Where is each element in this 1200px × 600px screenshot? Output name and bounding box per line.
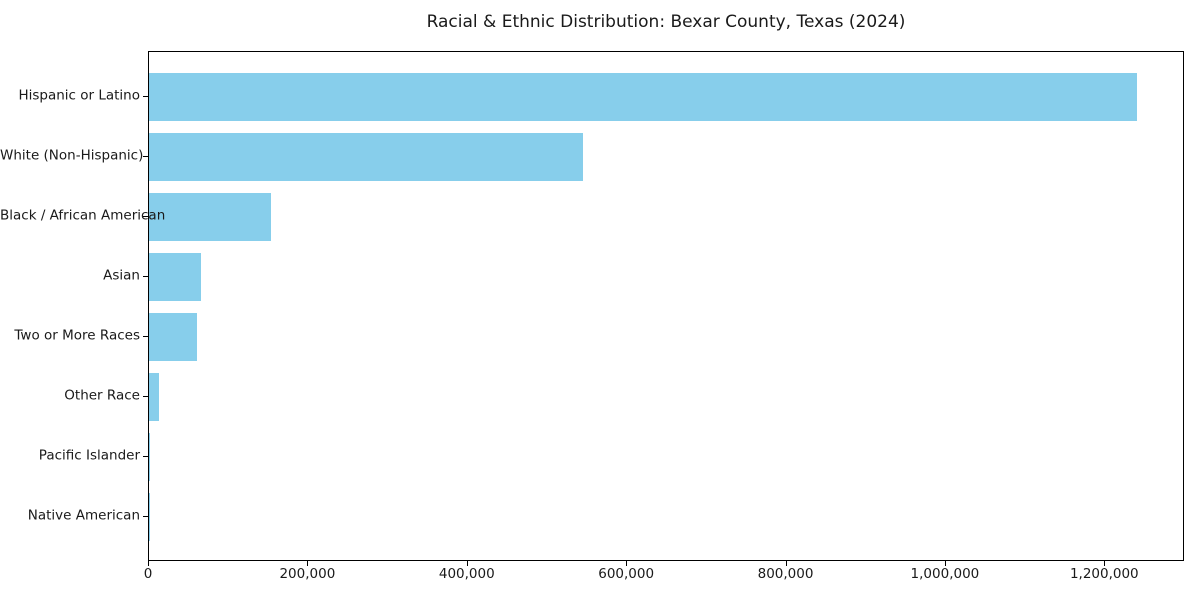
x-tick-mark-3 [626,561,628,566]
plot-area [148,51,1184,561]
y-tick-mark-native-american [143,516,148,517]
x-tick-label-0: 0 [143,566,153,582]
x-tick-label-1: 200,000 [279,566,336,582]
bar-two-or-more-races [149,313,197,361]
y-tick-mark-two-or-more-races [143,336,148,337]
y-tick-label-asian: Asian [103,267,140,284]
x-tick-label-4: 800,000 [757,566,814,582]
bar-asian [149,253,201,301]
y-tick-label-pacific-islander: Pacific Islander [38,447,140,464]
chart-title: Racial & Ethnic Distribution: Bexar Coun… [426,12,906,32]
bars-layer [149,52,1183,560]
x-tick-label-5: 1,000,000 [910,566,980,582]
x-tick-mark-6 [1104,561,1106,566]
y-tick-mark-black-african-american [143,216,148,217]
x-tick-mark-1 [307,561,309,566]
bar-hispanic-or-latino [149,73,1138,121]
bar-pacific-islander [149,433,150,481]
bar-native-american [149,493,150,541]
x-tick-label-2: 400,000 [438,566,495,582]
x-tick-mark-0 [148,561,149,566]
bar-other-race [149,373,159,421]
y-tick-label-other-race: Other Race [64,387,140,404]
x-tick-label-6: 1,200,000 [1069,566,1139,582]
y-tick-mark-asian [143,276,148,277]
y-tick-mark-pacific-islander [143,456,148,457]
y-tick-mark-hispanic-or-latino [143,96,148,97]
x-tick-mark-4 [785,561,787,566]
bar-black-african-american [149,193,271,241]
bar-white-non-hispanic [149,133,584,181]
y-tick-label-hispanic-or-latino: Hispanic or Latino [18,87,140,104]
y-tick-label-black-african-american: Black / African American [0,207,166,224]
x-tick-mark-5 [944,561,946,566]
y-tick-mark-other-race [143,396,148,397]
x-tick-mark-2 [466,561,468,566]
y-tick-label-native-american: Native American [27,507,140,524]
y-tick-label-two-or-more-races: Two or More Races [14,327,140,344]
y-tick-label-white-non-hispanic: White (Non-Hispanic) [0,147,144,164]
y-tick-mark-white-non-hispanic [143,156,148,157]
x-tick-label-3: 600,000 [598,566,655,582]
